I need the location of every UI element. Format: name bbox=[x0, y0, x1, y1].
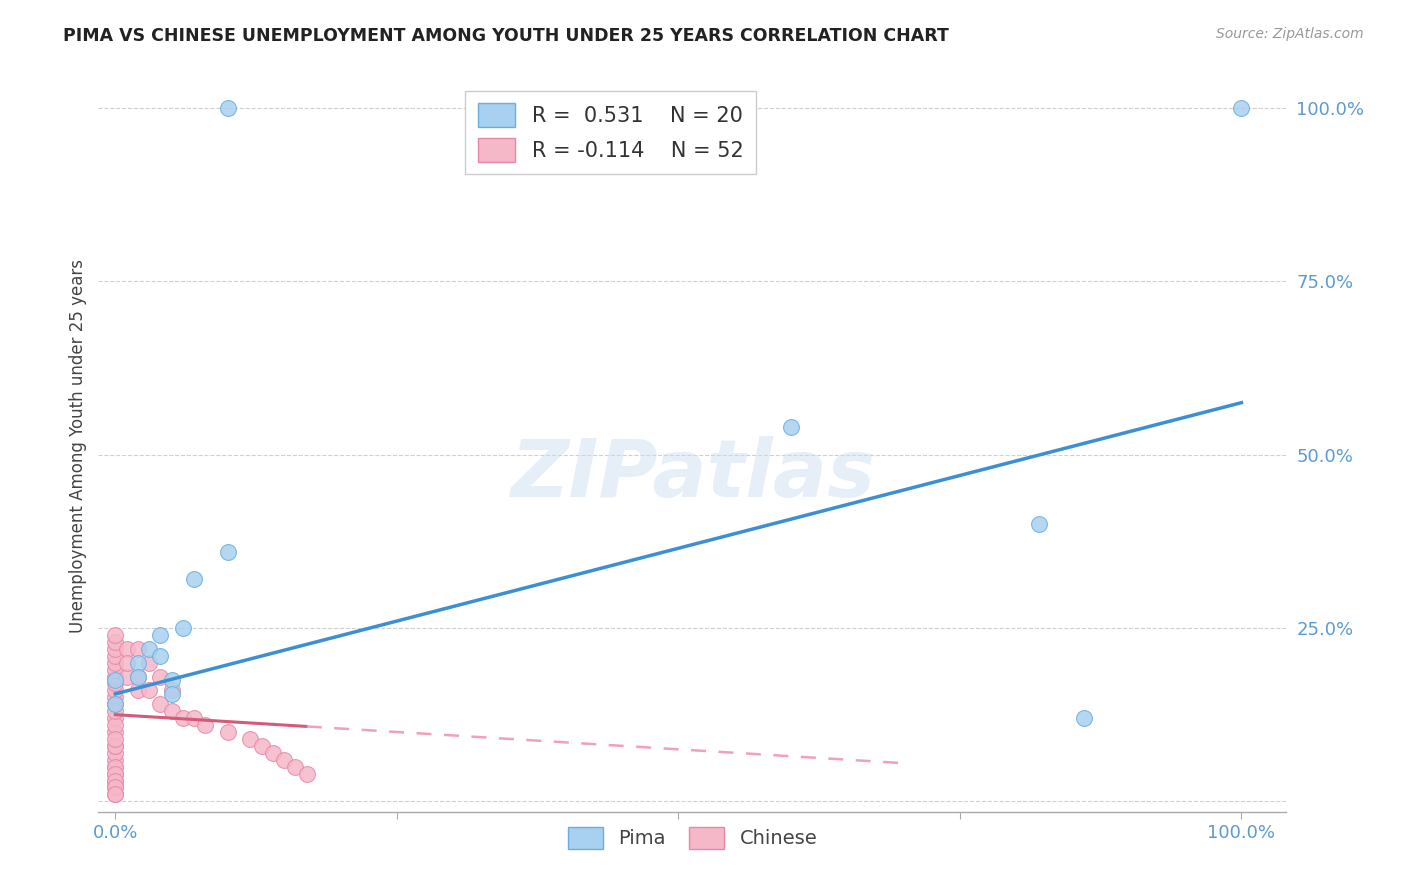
Point bbox=[104, 663, 127, 677]
Point bbox=[273, 753, 295, 767]
Point bbox=[104, 788, 127, 802]
Point bbox=[1073, 711, 1095, 725]
Point bbox=[127, 669, 149, 683]
Point bbox=[104, 628, 127, 642]
Point bbox=[284, 759, 307, 773]
Point bbox=[104, 711, 127, 725]
Point bbox=[115, 641, 138, 656]
Point bbox=[138, 656, 160, 670]
Point bbox=[160, 683, 183, 698]
Point bbox=[217, 101, 239, 115]
Point bbox=[160, 673, 183, 687]
Point bbox=[104, 718, 127, 732]
Point bbox=[104, 731, 127, 746]
Point bbox=[250, 739, 273, 753]
Point bbox=[172, 621, 194, 635]
Point bbox=[104, 635, 127, 649]
Point bbox=[104, 759, 127, 773]
Point bbox=[149, 648, 172, 663]
Point bbox=[138, 683, 160, 698]
Point bbox=[149, 628, 172, 642]
Point bbox=[127, 641, 149, 656]
Point bbox=[104, 656, 127, 670]
Point bbox=[160, 704, 183, 718]
Point bbox=[127, 656, 149, 670]
Point bbox=[104, 673, 127, 687]
Point bbox=[104, 753, 127, 767]
Point bbox=[104, 780, 127, 795]
Point bbox=[104, 669, 127, 683]
Point bbox=[262, 746, 284, 760]
Point bbox=[104, 780, 127, 795]
Point bbox=[104, 698, 127, 712]
Point bbox=[104, 788, 127, 802]
Point bbox=[160, 687, 183, 701]
Point bbox=[104, 773, 127, 788]
Point bbox=[104, 690, 127, 705]
Point bbox=[104, 698, 127, 712]
Point bbox=[138, 641, 160, 656]
Point bbox=[104, 766, 127, 780]
Point bbox=[104, 773, 127, 788]
Point bbox=[104, 676, 127, 690]
Text: ZIPatlas: ZIPatlas bbox=[510, 436, 875, 515]
Point bbox=[104, 648, 127, 663]
Point bbox=[183, 711, 205, 725]
Point bbox=[115, 669, 138, 683]
Point bbox=[149, 669, 172, 683]
Point bbox=[217, 545, 239, 559]
Point bbox=[127, 669, 149, 683]
Point bbox=[149, 698, 172, 712]
Text: Source: ZipAtlas.com: Source: ZipAtlas.com bbox=[1216, 27, 1364, 41]
Legend: Pima, Chinese: Pima, Chinese bbox=[560, 819, 825, 857]
Point bbox=[104, 641, 127, 656]
Point bbox=[239, 731, 262, 746]
Text: PIMA VS CHINESE UNEMPLOYMENT AMONG YOUTH UNDER 25 YEARS CORRELATION CHART: PIMA VS CHINESE UNEMPLOYMENT AMONG YOUTH… bbox=[63, 27, 949, 45]
Point bbox=[104, 739, 127, 753]
Point bbox=[104, 766, 127, 780]
Point bbox=[780, 420, 803, 434]
Point bbox=[104, 704, 127, 718]
Point bbox=[115, 656, 138, 670]
Point bbox=[104, 739, 127, 753]
Point bbox=[194, 718, 217, 732]
Point bbox=[172, 711, 194, 725]
Point bbox=[183, 573, 205, 587]
Point bbox=[295, 766, 318, 780]
Point bbox=[1028, 516, 1050, 531]
Point bbox=[1230, 101, 1253, 115]
Point bbox=[217, 725, 239, 739]
Point bbox=[104, 759, 127, 773]
Point bbox=[104, 683, 127, 698]
Point bbox=[127, 683, 149, 698]
Point bbox=[104, 746, 127, 760]
Y-axis label: Unemployment Among Youth under 25 years: Unemployment Among Youth under 25 years bbox=[69, 259, 87, 633]
Point bbox=[104, 725, 127, 739]
